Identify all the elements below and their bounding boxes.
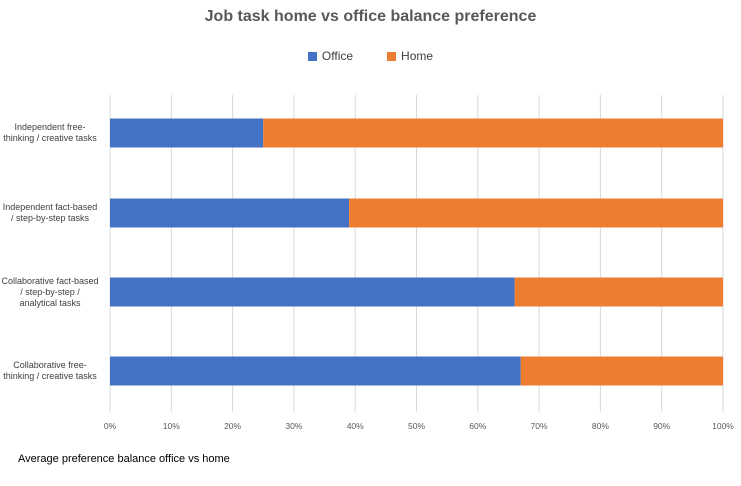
bar-office-4: [110, 356, 521, 386]
bar-home-4: [520, 356, 723, 386]
legend-swatch-office: [307, 51, 317, 61]
bar-home-2: [349, 198, 723, 228]
bar-office-1: [110, 118, 264, 148]
legend-item-home: Home: [387, 49, 433, 63]
x-tick-label: 50%: [408, 421, 425, 431]
category-label: Collaborative free-thinking / creative t…: [3, 360, 97, 381]
legend-swatch-home: [387, 51, 397, 61]
footnote: Average preference balance office vs hom…: [18, 453, 230, 465]
x-tick-label: 40%: [347, 421, 364, 431]
chart-title: Job task home vs office balance preferen…: [204, 8, 537, 25]
x-tick-label: 70%: [531, 421, 548, 431]
bar-home-1: [263, 118, 723, 148]
bar-home-3: [514, 277, 723, 307]
x-tick-label: 90%: [653, 421, 670, 431]
x-tick-label: 30%: [285, 421, 302, 431]
legend: Office Home: [0, 49, 741, 63]
legend-label-office: Office: [321, 49, 354, 63]
bar-office-3: [110, 277, 515, 307]
legend-item-office: Office: [307, 49, 354, 63]
x-tick-label: 10%: [163, 421, 180, 431]
category-label: Independent free-thinking / creative tas…: [3, 122, 97, 143]
category-label: Collaborative fact-based / step-by-step /…: [1, 275, 99, 308]
x-tick-label: 20%: [224, 421, 241, 431]
bar-office-2: [110, 198, 350, 228]
x-tick-label: 80%: [592, 421, 609, 431]
x-tick-label: 100%: [712, 421, 734, 431]
x-tick-label: 60%: [469, 421, 486, 431]
category-label: Independent fact-based / step-by-step tas…: [2, 202, 98, 223]
x-tick-label: 0%: [104, 421, 117, 431]
legend-label-home: Home: [401, 49, 434, 63]
